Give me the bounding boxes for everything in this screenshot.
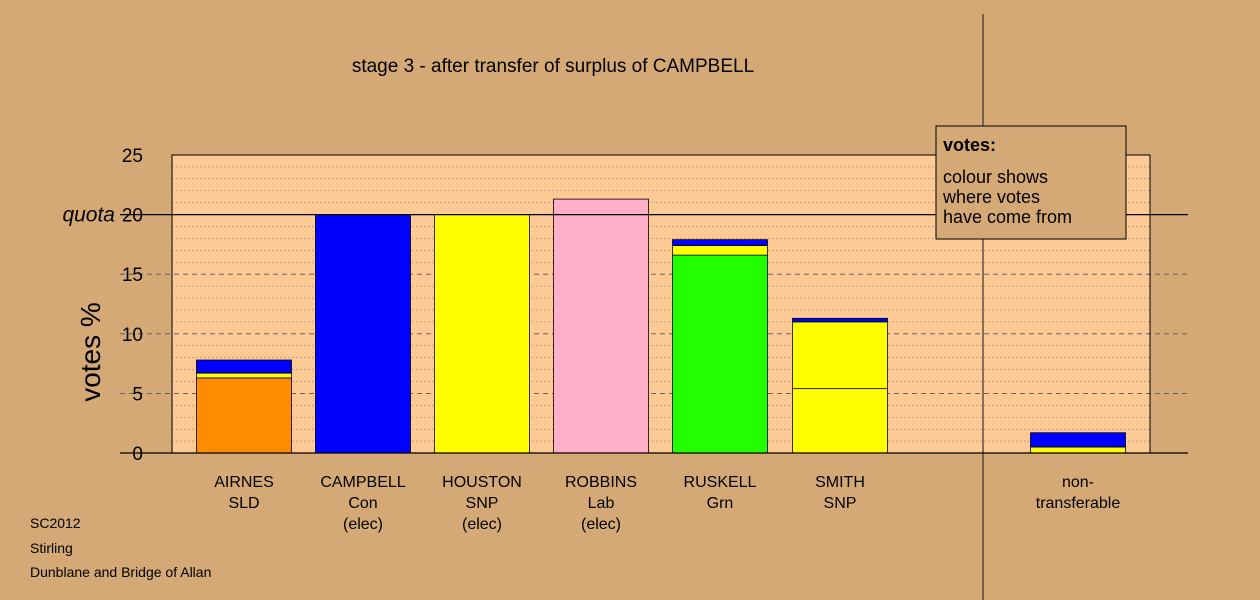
- x-tick-label: HOUSTON: [442, 474, 522, 491]
- y-tick-label: 15: [122, 265, 143, 286]
- y-tick-label: 10: [122, 325, 143, 346]
- y-tick-label: 25: [122, 146, 143, 167]
- x-tick-label: transferable: [1036, 495, 1121, 512]
- y-tick-label: 20: [122, 206, 143, 227]
- quota-label: quota: [62, 204, 115, 227]
- legend-line-3: have come from: [943, 207, 1072, 227]
- bar-segment: [553, 198, 649, 454]
- bar-segment: [196, 377, 292, 454]
- x-tick-label: SNP: [824, 495, 857, 512]
- legend-line-2: where votes: [942, 187, 1040, 207]
- y-ticks: 0 5 10 15 20 25: [122, 146, 143, 465]
- legend-box: votes: colour shows where votes have com…: [935, 125, 1127, 240]
- bar-segment: [792, 388, 888, 454]
- x-tick-label: AIRNES: [214, 474, 274, 491]
- x-tick-label: (elec): [343, 516, 383, 533]
- x-tick-label: non-: [1062, 474, 1094, 491]
- bar-segment: [1030, 446, 1126, 454]
- bar-segment: [672, 245, 768, 256]
- x-tick-label: RUSKELL: [684, 474, 757, 491]
- bar-segment: [792, 317, 888, 323]
- legend-title: votes:: [943, 135, 996, 155]
- y-tick-label: 0: [132, 444, 143, 465]
- bar-segment: [434, 214, 530, 454]
- category-labels: AIRNES SLD CAMPBELL Con (elec) HOUSTON SNP (ele…: [214, 474, 1120, 533]
- x-tick-label: CAMPBELL: [320, 474, 405, 491]
- bar-segment: [1030, 432, 1126, 448]
- legend-line-1: colour shows: [943, 167, 1048, 187]
- x-tick-label: (elec): [581, 516, 621, 533]
- bars: [196, 198, 1126, 454]
- footer-line-3: Dunblane and Bridge of Allan: [30, 564, 211, 580]
- bar-segment: [672, 254, 768, 454]
- bar-segment: [792, 321, 888, 390]
- y-tick-label: 5: [132, 384, 143, 405]
- x-tick-label: SNP: [466, 495, 499, 512]
- x-tick-label: ROBBINS: [565, 474, 637, 491]
- bar-segment: [315, 214, 411, 454]
- footer-line-2: Stirling: [30, 540, 73, 556]
- footer-line-1: SC2012: [30, 515, 81, 531]
- y-axis-label: votes %: [75, 302, 106, 402]
- x-tick-label: Lab: [588, 495, 615, 512]
- chart-title: stage 3 - after transfer of surplus of C…: [352, 56, 754, 77]
- bar-segment: [196, 359, 292, 374]
- bar-segment: [196, 372, 292, 379]
- gridlines: [120, 166, 1188, 442]
- x-tick-label: Con: [348, 495, 377, 512]
- x-tick-label: SLD: [228, 495, 259, 512]
- x-tick-label: Grn: [707, 495, 734, 512]
- bar-segment: [672, 239, 768, 246]
- x-tick-label: (elec): [462, 516, 502, 533]
- x-tick-label: SMITH: [815, 474, 865, 491]
